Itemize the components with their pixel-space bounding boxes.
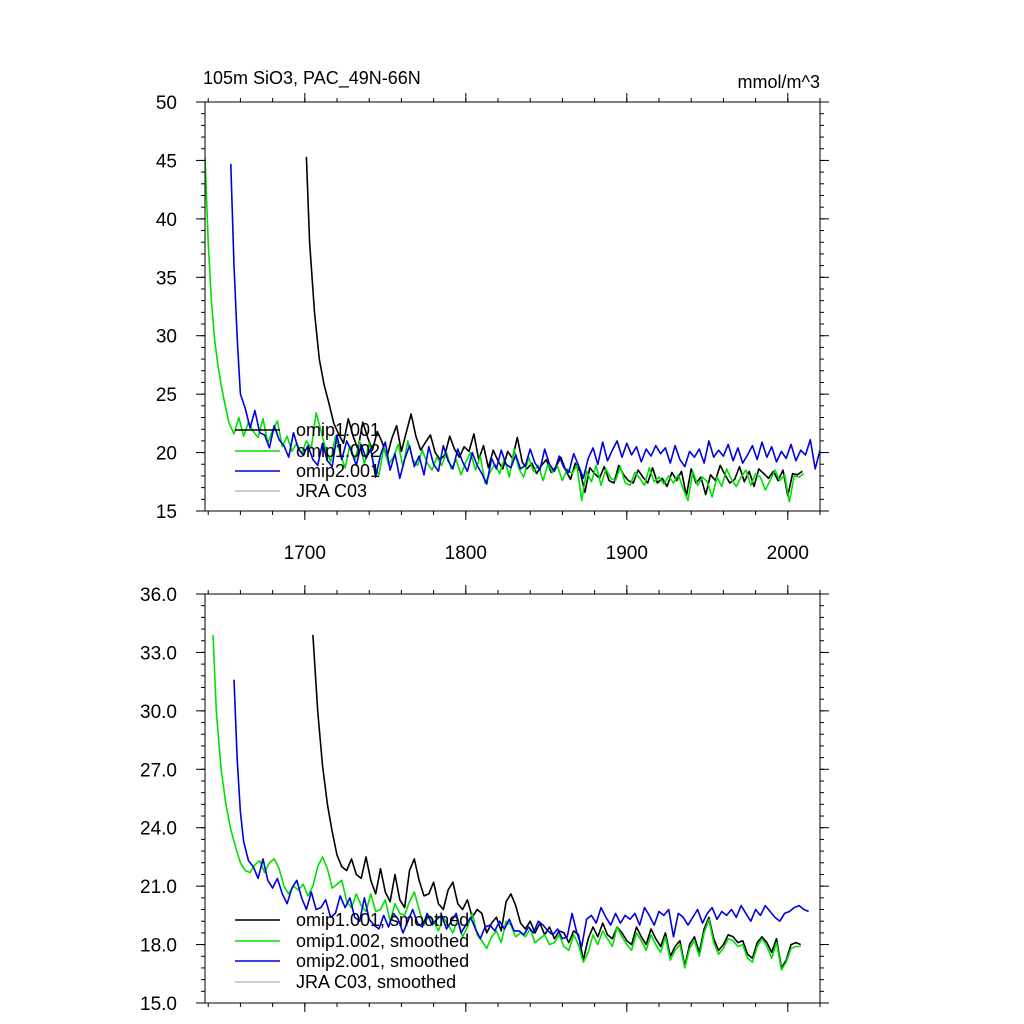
chart-units-label: mmol/m^3: [738, 72, 820, 92]
y-tick-label: 18.0: [140, 936, 177, 957]
series-line-omip1-001: [312, 634, 802, 969]
y-tick-label: 20: [156, 444, 177, 465]
y-tick-label: 36.0: [140, 585, 177, 606]
y-tick-label: 40: [156, 210, 177, 231]
series-group: [212, 634, 810, 971]
chart-title-left: 105m SiO3, PAC_49N-66N: [203, 68, 421, 89]
y-tick-label: 24.0: [140, 819, 177, 840]
series-line-omip2-001: [230, 163, 820, 485]
y-tick-label: 21.0: [140, 877, 177, 898]
y-tick-label: 30.0: [140, 702, 177, 723]
legend-label: omip1.001: [296, 420, 380, 440]
series-line-omip1-002: [205, 156, 805, 503]
legend-label: JRA C03: [296, 481, 367, 501]
legend-label: omip2.001, smoothed: [296, 951, 469, 971]
y-tick-label: 15.0: [140, 994, 177, 1015]
y-tick-label: 25: [156, 385, 177, 406]
y-tick-label: 15: [156, 502, 177, 523]
series-line-omip2-001: [233, 679, 810, 948]
legend-label: omip2.001: [296, 461, 380, 481]
y-tick-label: 27.0: [140, 760, 177, 781]
x-tick-label: 1800: [445, 543, 487, 564]
panel-raw: 15 20 25 30 35 40 45 50 1700 1800 1900 2000 omip1.00…: [156, 93, 829, 564]
y-tick-label: 50: [156, 93, 177, 114]
x-tick-label: 2000: [767, 543, 809, 564]
panel-smoothed: 15.0 18.0 21.0 24.0 27.0 30.0 33.0 36.0 omip1.00…: [140, 585, 829, 1015]
y-tick-label: 35: [156, 268, 177, 289]
legend-label: omip1.002, smoothed: [296, 931, 469, 951]
legend-label: omip1.002: [296, 441, 380, 461]
x-tick-label: 1900: [606, 543, 648, 564]
y-tick-label: 30: [156, 327, 177, 348]
y-tick-label: 45: [156, 151, 177, 172]
plot-frame: [204, 593, 821, 1004]
legend-label: JRA C03, smoothed: [296, 972, 456, 992]
plot-frame: [204, 101, 821, 512]
x-tick-label: 1700: [284, 543, 326, 564]
series-line-omip1-002: [212, 634, 801, 971]
legend-label: omip1.001, smoothed: [296, 910, 469, 930]
series-group: [205, 156, 820, 503]
y-tick-label: 33.0: [140, 643, 177, 664]
